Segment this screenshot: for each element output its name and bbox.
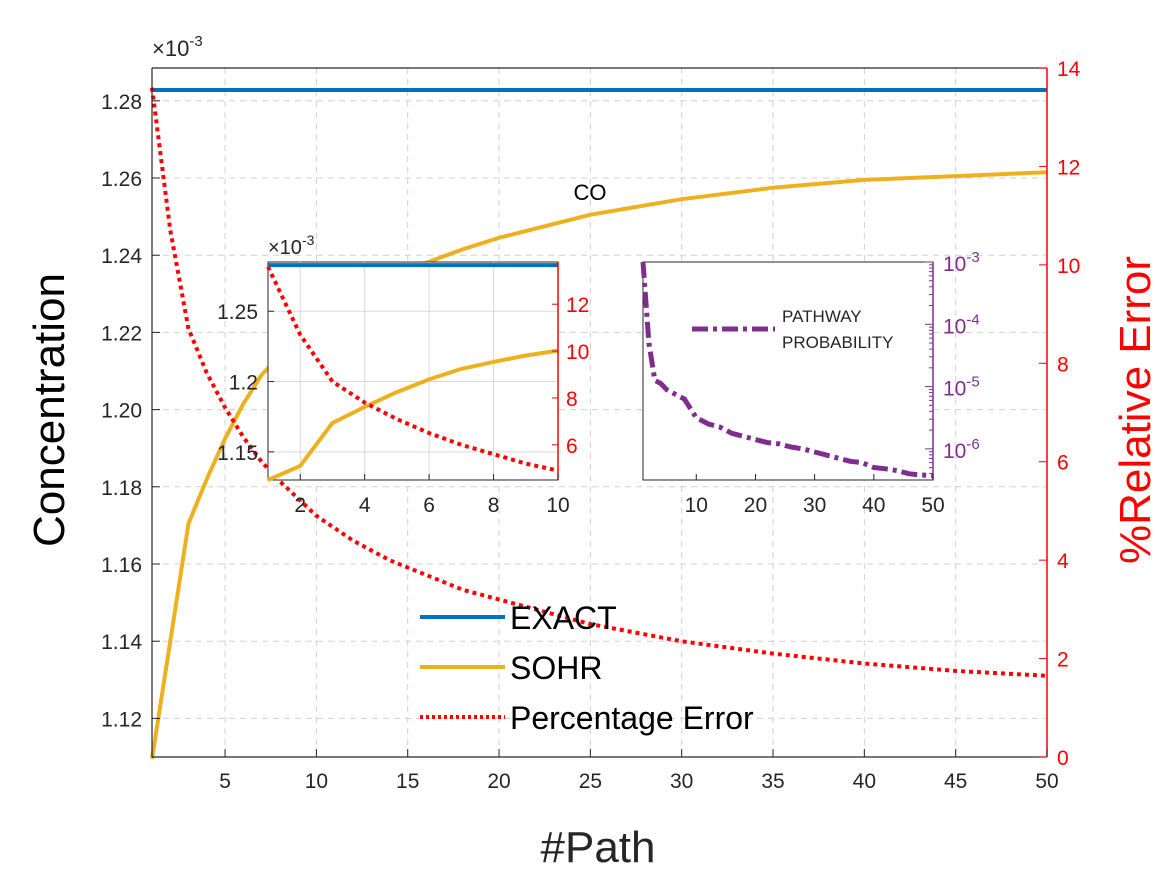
inset-left-series-sohr (267, 348, 559, 482)
legend-label-probability: PROBABILITY (782, 333, 893, 352)
main-y2-tick-label: 0 (1057, 747, 1069, 770)
inset-left-y-tick-label: 1.25 (217, 301, 258, 324)
inset-left-x-tick-label: 2 (294, 494, 306, 517)
main-y2-tick-label: 2 (1057, 649, 1069, 672)
legend-label-exact: EXACT (510, 600, 617, 636)
inset-left-plot-lines (266, 263, 559, 482)
main-x-tick-label: 35 (761, 770, 784, 793)
main-y2-tick-label: 14 (1057, 58, 1081, 81)
main-x-tick-label: 10 (305, 770, 328, 793)
y-axis-title: Concentration (25, 273, 74, 547)
main-y-tick-label: 1.20 (101, 400, 142, 423)
main-x-tick-label: 15 (396, 770, 419, 793)
main-x-tick-label: 5 (219, 770, 231, 793)
inset-left-y2-tick-label: 6 (566, 435, 578, 458)
inset-right-x-tick-label: 30 (803, 494, 826, 517)
inset-left-y-tick-label: 1.2 (229, 372, 258, 395)
main-legend: EXACT SOHR Percentage Error (420, 600, 754, 736)
inset-right-y2-tick-label: 10-3 (943, 249, 980, 276)
inset-right-x-tick-label: 40 (862, 494, 885, 517)
inset-right-axes: 10 20 30 40 50 10-6 10-5 10-4 10-3 (685, 249, 980, 517)
inset-right-y2-tick-label: 10-4 (943, 311, 980, 338)
inset-left-x-tick-label: 8 (488, 494, 500, 517)
main-x-tick-label: 20 (487, 770, 510, 793)
inset-left-y2-tick-label: 10 (566, 341, 589, 364)
inset-right-x-tick-label: 10 (685, 494, 708, 517)
inset-left-y2-tick-label: 8 (566, 388, 578, 411)
main-x-tick-label: 45 (944, 770, 967, 793)
inset-right-y2-tick-label: 10-6 (943, 436, 980, 463)
inset-left-frame (267, 261, 559, 481)
main-x-tick-label: 25 (579, 770, 602, 793)
inset-right-x-tick-label: 50 (921, 494, 944, 517)
y2-axis-title: %Relative Error (1111, 256, 1160, 564)
inset-left-x-tick-label: 6 (423, 494, 435, 517)
inset-right-y2-tick-label: 10-5 (943, 374, 980, 401)
inset-right-x-tick-label: 20 (744, 494, 767, 517)
main-y2-tick-label: 6 (1057, 452, 1069, 475)
main-x-tick-label: 30 (670, 770, 693, 793)
main-x-tick-label: 40 (853, 770, 876, 793)
inset-left-y-exponent: ×10-3 (268, 232, 315, 259)
inset-right-plot-lines (640, 261, 934, 479)
main-y2-tick-label: 12 (1057, 156, 1080, 179)
main-y-tick-label: 1.26 (101, 168, 142, 191)
main-y-tick-label: 1.14 (101, 631, 142, 654)
main-y-tick-label: 1.24 (101, 245, 142, 268)
inset-right-series-pathway-probability (640, 261, 934, 479)
x-axis-title: #Path (541, 823, 656, 872)
main-x-tick-label: 50 (1035, 770, 1058, 793)
main-y-exponent: ×10-3 (152, 33, 203, 61)
main-y-tick-label: 1.16 (101, 554, 142, 577)
legend-label-percentage-error: Percentage Error (510, 700, 754, 736)
main-axes: 5 10 15 20 25 30 35 40 45 501.121.141.161.181.201… (101, 58, 1081, 793)
co-annotation: CO (574, 180, 607, 205)
inset-left-y2-tick-label: 12 (566, 294, 589, 317)
inset-left-axes: 2 4 6 8 10 1.15 1.2 1.25 6 8 10 12 (217, 262, 589, 517)
main-y2-tick-label: 4 (1057, 550, 1069, 573)
inset-left-x-tick-label: 4 (359, 494, 371, 517)
legend-label-sohr: SOHR (510, 650, 602, 686)
main-y-tick-label: 1.22 (101, 322, 142, 345)
legend-label-pathway: PATHWAY (782, 307, 862, 326)
inset-left-series-percentage-error (266, 265, 559, 473)
main-y-tick-label: 1.28 (101, 91, 142, 114)
inset-right-legend: PATHWAY PROBABILITY (692, 307, 893, 352)
inset-left-x-tick-label: 10 (546, 494, 569, 517)
main-y-tick-label: 1.18 (101, 477, 142, 500)
main-y2-tick-label: 10 (1057, 255, 1080, 278)
main-y-tick-label: 1.12 (101, 708, 142, 731)
main-series-percentage-error (150, 87, 1048, 678)
main-y2-tick-label: 8 (1057, 353, 1069, 376)
inset-left-y-tick-label: 1.15 (217, 442, 258, 465)
